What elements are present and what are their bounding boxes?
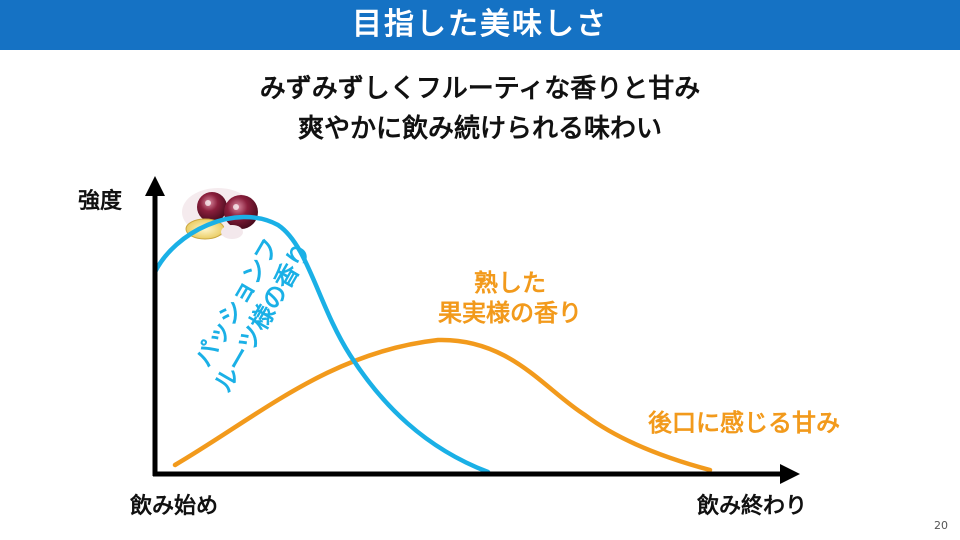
x-axis-arrow xyxy=(780,464,800,484)
slide-title: 目指した美味しさ xyxy=(0,0,960,50)
page-number: 20 xyxy=(934,519,948,532)
passion-fruit-curve xyxy=(152,214,491,475)
y-axis-label: 強度 xyxy=(78,189,123,214)
subtitle-line-2: 爽やかに飲み続けられる味わい xyxy=(297,114,662,144)
ripe-fruit-label: 熟した 果実様の香り xyxy=(420,268,600,328)
ripe-fruit-label-line-1: 熟した xyxy=(474,269,546,297)
x-axis-end-label: 飲み終わり xyxy=(697,494,808,519)
x-axis-start-label: 飲み始め xyxy=(130,494,219,519)
ripe-fruit-label-line-2: 果実様の香り xyxy=(438,299,582,327)
subtitle-line-1: みずみずしくフルーティな香りと甘み xyxy=(259,74,701,104)
y-axis-arrow xyxy=(145,176,165,196)
ripe-fruit-curve xyxy=(172,337,713,473)
aftertaste-sweetness-label: 後口に感じる甘み xyxy=(648,409,840,437)
passion-fruit-image xyxy=(182,188,258,240)
